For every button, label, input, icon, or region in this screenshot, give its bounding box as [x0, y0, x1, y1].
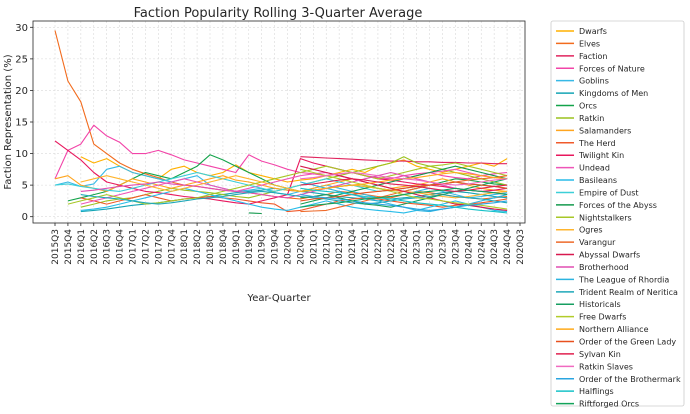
legend-label: Ratkin Slaves	[579, 362, 633, 371]
x-tick-label: 2019Q4	[271, 229, 281, 265]
x-tick-label: 2023Q2	[426, 229, 436, 265]
y-axis-label: Faction Representation (%)	[3, 54, 14, 189]
x-tick-label: 2024Q1	[464, 229, 474, 265]
series-line-29	[300, 187, 508, 214]
series-line-8	[54, 175, 508, 192]
x-tick-label: 2017Q2	[141, 229, 151, 265]
x-axis-label: Year-Quarter	[246, 293, 311, 304]
series-line-30	[300, 187, 508, 208]
x-tick-label: 2021Q3	[335, 229, 345, 265]
y-axis-ticks: 0 5 10 15 20 25 30	[15, 23, 33, 223]
x-tick-label: 2023Q3	[439, 229, 449, 265]
legend-label: Elves	[579, 39, 600, 48]
x-tick-label: 2018Q4	[219, 229, 229, 265]
legend-label: Brotherhood	[579, 263, 629, 272]
legend-label: Northern Alliance	[579, 325, 649, 334]
legend-label: Free Dwarfs	[579, 313, 626, 322]
x-tick-label: 2019Q2	[245, 229, 255, 265]
x-tick-label: 2020Q3	[516, 229, 526, 265]
legend-label: The Herd	[578, 139, 616, 148]
legend-label: Twilight Kin	[578, 151, 624, 160]
x-tick-label: 2017Q1	[129, 229, 139, 265]
y-tick-label: 15	[15, 118, 28, 129]
series-line-19	[80, 171, 508, 199]
legend-label: Riftforged Orcs	[579, 400, 639, 409]
legend: Dwarfs Elves Faction Forces of Nature Goblin…	[550, 20, 685, 409]
y-tick-label: 25	[15, 54, 28, 65]
x-tick-label: 2021Q4	[348, 229, 358, 265]
x-tick-label: 2020Q4	[296, 229, 306, 265]
legend-label: Forces of the Abyss	[579, 201, 657, 210]
series-line-3	[54, 124, 508, 180]
x-tick-label: 2019Q1	[232, 229, 242, 265]
x-tick-label: 2016Q4	[116, 229, 126, 265]
series-line-28	[300, 194, 508, 211]
x-tick-label: 2015Q3	[51, 229, 61, 265]
legend-label: Sylvan Kin	[579, 350, 621, 359]
x-tick-label: 2022Q4	[400, 229, 410, 265]
x-tick-label: 2024Q4	[503, 229, 513, 265]
series-line-25	[300, 181, 508, 202]
legend-box	[550, 20, 685, 407]
x-tick-label: 2024Q3	[490, 229, 500, 265]
x-tick-label: 2016Q1	[77, 229, 87, 265]
legend-label: Dwarfs	[579, 27, 607, 36]
x-tick-label: 2018Q3	[206, 229, 216, 265]
legend-label: Kingdoms of Men	[579, 89, 648, 98]
x-tick-label: 2016Q3	[103, 229, 113, 265]
grid	[33, 21, 525, 223]
x-tick-label: 2016Q2	[90, 229, 100, 265]
x-tick-label: 2022Q1	[361, 229, 371, 265]
legend-label: Trident Realm of Neritica	[578, 288, 678, 297]
x-tick-label: 2019Q3	[258, 229, 268, 265]
legend-label: Undead	[579, 164, 610, 173]
series-line-26	[300, 178, 508, 192]
legend-label: The League of Rhordia	[578, 275, 669, 284]
x-tick-label: 2023Q4	[451, 229, 461, 265]
x-tick-label: 2017Q3	[154, 229, 164, 265]
legend-label: Historicals	[579, 300, 621, 309]
x-tick-label: 2021Q1	[309, 229, 319, 265]
legend-label: Nightstalkers	[579, 213, 632, 222]
legend-label: Salamanders	[579, 126, 631, 135]
legend-label: Faction	[579, 52, 608, 61]
x-tick-label: 2018Q1	[180, 229, 190, 265]
series-line-27	[300, 171, 508, 186]
legend-label: Halflings	[579, 387, 614, 396]
y-tick-label: 20	[15, 86, 28, 97]
series-lines	[54, 30, 508, 215]
legend-label: Orcs	[579, 102, 597, 111]
legend-label: Goblins	[579, 77, 609, 86]
y-tick-label: 30	[15, 23, 28, 34]
legend-label: Order of the Green Lady	[579, 338, 676, 347]
legend-label: Abyssal Dwarfs	[579, 251, 640, 260]
x-tick-label: 2015Q4	[64, 229, 74, 265]
x-tick-label: 2022Q3	[387, 229, 397, 265]
x-tick-label: 2017Q4	[167, 229, 177, 265]
legend-label: Basileans	[579, 176, 617, 185]
x-tick-label: 2018Q2	[193, 229, 203, 265]
chart-title: Faction Popularity Rolling 3-Quarter Ave…	[134, 6, 423, 21]
legend-label: Varangur	[579, 238, 616, 247]
legend-label: Forces of Nature	[579, 64, 645, 73]
legend-label: Ogres	[579, 226, 603, 235]
series-line-2	[300, 156, 508, 165]
series-line-12	[80, 187, 508, 214]
x-tick-label: 2020Q1	[284, 229, 294, 265]
x-tick-label: 2021Q2	[322, 229, 332, 265]
y-tick-label: 5	[22, 181, 28, 192]
x-tick-label: 2023Q1	[413, 229, 423, 265]
y-tick-label: 10	[15, 149, 28, 160]
series-line-21	[80, 190, 508, 205]
x-tick-label: 2022Q2	[374, 229, 384, 265]
y-tick-label: 0	[22, 212, 28, 223]
series-line-15	[67, 162, 508, 205]
legend-label: Order of the Brothermark	[579, 375, 681, 384]
legend-label: Ratkin	[579, 114, 604, 123]
x-tick-label: 2024Q2	[477, 229, 487, 265]
legend-label: Empire of Dust	[579, 188, 639, 197]
x-axis-ticks: 2015Q3 2015Q4 2016Q1 2016Q2 2016Q3 2016Q4 2017…	[51, 223, 526, 265]
